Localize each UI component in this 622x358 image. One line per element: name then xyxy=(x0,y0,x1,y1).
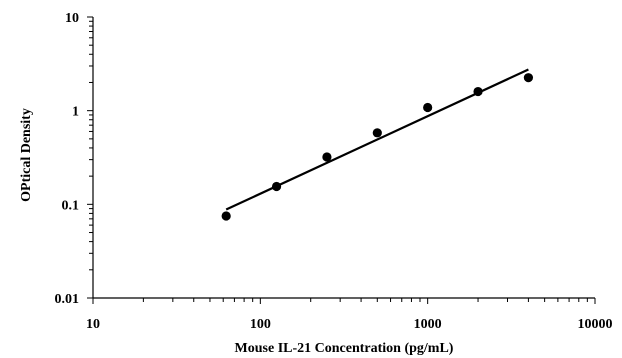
trendline xyxy=(225,68,529,211)
data-point xyxy=(423,102,433,113)
y-axis-label: OPtical Density xyxy=(19,108,34,202)
plot-area: 10 100 1000 10000 0.01 0.1 1 10 xyxy=(55,11,613,332)
x-tick-label: 10000 xyxy=(578,317,613,332)
y-tick-label: 0.01 xyxy=(55,292,80,307)
data-point xyxy=(322,152,332,162)
y-tick-label: 1 xyxy=(72,105,79,120)
y-tick-label: 0.1 xyxy=(62,198,80,213)
x-tick-label: 10 xyxy=(86,317,100,332)
data-point xyxy=(473,86,483,97)
y-tick-label: 10 xyxy=(65,11,79,26)
data-point xyxy=(523,73,534,83)
data-point xyxy=(372,128,382,138)
x-axis-label: Mouse IL-21 Concentration (pg/mL) xyxy=(235,341,454,356)
x-tick-label: 100 xyxy=(250,317,271,332)
x-tick-label: 1000 xyxy=(414,317,442,332)
data-point xyxy=(271,181,282,192)
data-point xyxy=(221,211,231,221)
